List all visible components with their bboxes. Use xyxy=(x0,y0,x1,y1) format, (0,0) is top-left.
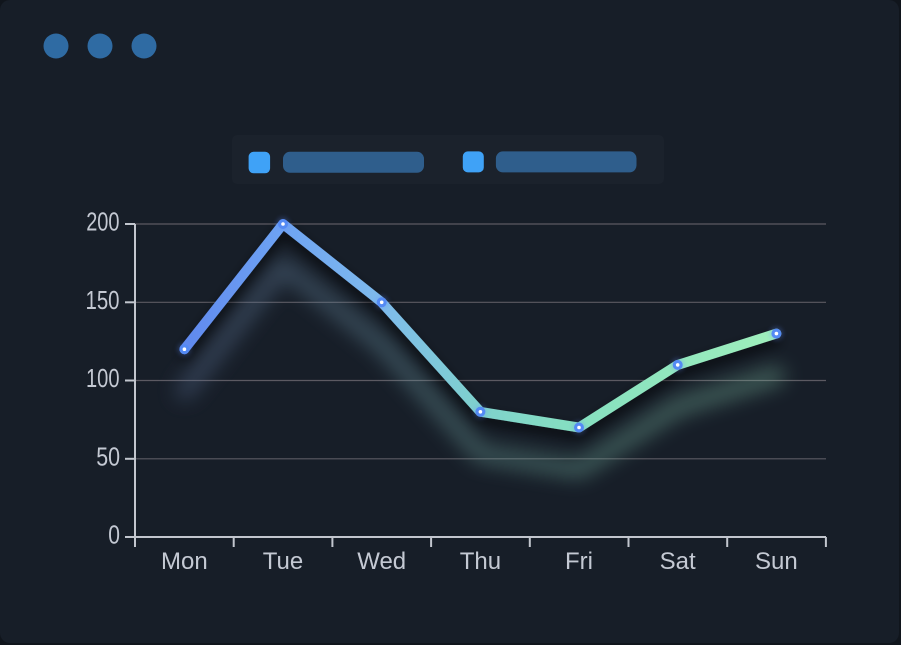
svg-text:Sun: Sun xyxy=(755,548,798,575)
svg-text:50: 50 xyxy=(96,441,120,471)
svg-text:150: 150 xyxy=(86,285,120,315)
svg-text:0: 0 xyxy=(108,520,120,550)
svg-text:100: 100 xyxy=(86,363,120,393)
svg-text:Sat: Sat xyxy=(660,548,696,575)
svg-text:Fri: Fri xyxy=(565,548,593,575)
svg-text:Wed: Wed xyxy=(357,548,406,575)
svg-text:Tue: Tue xyxy=(263,548,303,575)
svg-text:200: 200 xyxy=(86,207,119,237)
svg-text:Thu: Thu xyxy=(460,548,501,575)
svg-text:Mon: Mon xyxy=(161,548,208,575)
